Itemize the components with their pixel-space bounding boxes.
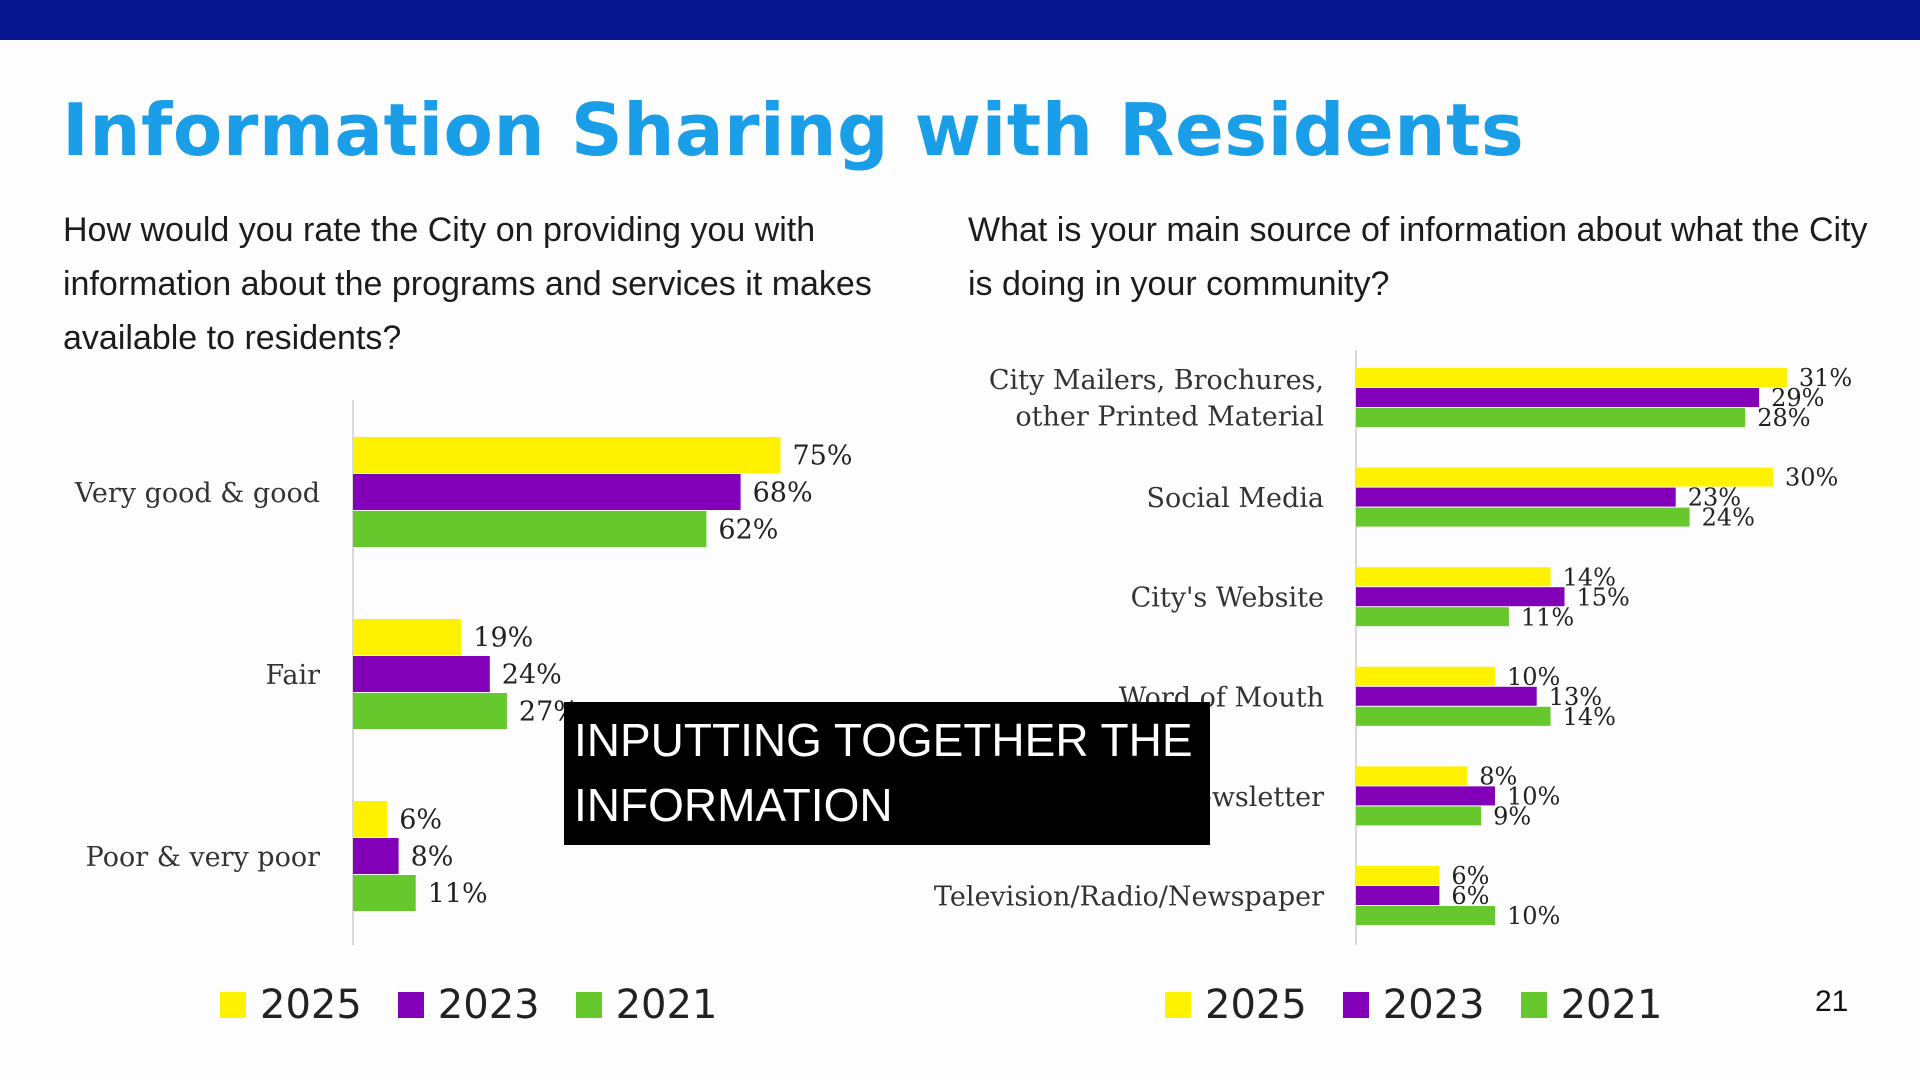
data-label-2025-fair: 19% bbox=[473, 623, 533, 654]
legend-label: 2023 bbox=[437, 982, 540, 1028]
data-label-2025-word-of-mouth: 10% bbox=[1507, 663, 1560, 691]
legend-label: 2025 bbox=[260, 982, 362, 1028]
bar-2023-newsletter bbox=[1356, 786, 1495, 806]
legend-label: 2021 bbox=[615, 982, 718, 1028]
legend-label: 2021 bbox=[1560, 982, 1663, 1028]
bar-2021-word-of-mouth bbox=[1356, 706, 1551, 726]
data-label-2021-poor-very-poor: 11% bbox=[428, 879, 488, 910]
legend-item-2025: 2025 bbox=[220, 982, 362, 1028]
bar-2025-social-media bbox=[1356, 467, 1773, 487]
data-label-2025-city-s-website: 14% bbox=[1563, 563, 1616, 591]
legend-item-2023: 2023 bbox=[397, 982, 540, 1028]
data-label-2023-city-mailers-brochures-other-printed-material: 29% bbox=[1771, 384, 1824, 412]
legend-swatch-2021 bbox=[1520, 992, 1547, 1018]
bar-2021-fair bbox=[353, 693, 507, 729]
right-legend: 2025 2023 2021 bbox=[1165, 980, 1698, 1030]
data-label-2023-fair: 24% bbox=[502, 660, 562, 691]
data-label-2023-word-of-mouth: 13% bbox=[1549, 683, 1602, 711]
data-label-2021-city-mailers-brochures-other-printed-material: 28% bbox=[1757, 404, 1810, 432]
bar-2025-fair bbox=[353, 619, 462, 655]
bar-2023-television-radio-newspaper bbox=[1356, 886, 1440, 905]
data-label-2021-television-radio-newspaper: 10% bbox=[1507, 902, 1560, 930]
bar-2021-poor-very-poor bbox=[353, 875, 416, 911]
bar-2023-fair bbox=[353, 656, 490, 692]
category-label: Very good & good bbox=[74, 478, 320, 509]
category-label: City Mailers, Brochures, other Printed Ma… bbox=[989, 365, 1324, 432]
data-label-2025-city-mailers-brochures-other-printed-material: 31% bbox=[1799, 364, 1852, 392]
left-question: How would you rate the City on providing… bbox=[63, 211, 872, 357]
right-question: What is your main source of information … bbox=[968, 211, 1868, 303]
bar-2021-television-radio-newspaper bbox=[1356, 906, 1495, 925]
data-label-2023-city-s-website: 15% bbox=[1577, 583, 1630, 611]
slide-number: 21 bbox=[1815, 985, 1849, 1018]
legend-swatch-2025 bbox=[220, 992, 246, 1018]
legend-item-2023: 2023 bbox=[1342, 982, 1485, 1028]
info-source-bar-chart: City Mailers, Brochures, other Printed Ma… bbox=[934, 350, 1852, 945]
category-label: Social Media bbox=[1147, 483, 1324, 514]
data-label-2025-television-radio-newspaper: 6% bbox=[1451, 862, 1489, 890]
category-label: Television/Radio/Newspaper bbox=[934, 881, 1324, 912]
bar-2025-city-s-website bbox=[1356, 567, 1551, 587]
legend-label: 2023 bbox=[1382, 982, 1485, 1028]
legend-label: 2025 bbox=[1205, 982, 1307, 1028]
bar-2023-city-s-website bbox=[1356, 587, 1565, 607]
bar-2021-social-media bbox=[1356, 507, 1690, 527]
bar-2021-newsletter bbox=[1356, 806, 1482, 826]
data-label-2021-word-of-mouth: 14% bbox=[1563, 703, 1616, 731]
left-legend: 2025 2023 2021 bbox=[220, 980, 753, 1030]
data-label-2025-newsletter: 8% bbox=[1479, 763, 1517, 791]
data-label-2023-television-radio-newspaper: 6% bbox=[1451, 882, 1489, 910]
legend-swatch-2023 bbox=[1342, 992, 1369, 1018]
legend-item-2021: 2021 bbox=[1520, 982, 1663, 1028]
legend-swatch-2021 bbox=[575, 992, 602, 1018]
bar-2025-television-radio-newspaper bbox=[1356, 866, 1440, 885]
caption-line: INFORMATION bbox=[574, 779, 893, 831]
caption-overlay: INPUTTING TOGETHER THE INFORMATION bbox=[564, 702, 1210, 845]
data-label-2023-social-media: 23% bbox=[1688, 484, 1741, 512]
bar-2023-very-good-good bbox=[353, 474, 741, 510]
data-label-2025-very-good-good: 75% bbox=[793, 441, 853, 472]
bar-2025-very-good-good bbox=[353, 437, 781, 473]
legend-item-2021: 2021 bbox=[575, 982, 718, 1028]
data-label-2023-newsletter: 10% bbox=[1507, 783, 1560, 811]
bar-2025-word-of-mouth bbox=[1356, 666, 1495, 686]
top-bar bbox=[0, 0, 1920, 40]
bar-2021-city-s-website bbox=[1356, 607, 1509, 627]
bar-2025-poor-very-poor bbox=[353, 801, 388, 837]
legend-swatch-2023 bbox=[397, 992, 424, 1018]
category-label: Poor & very poor bbox=[86, 842, 320, 873]
data-label-2025-social-media: 30% bbox=[1785, 464, 1838, 492]
category-label: City's Website bbox=[1131, 583, 1324, 614]
bar-2023-social-media bbox=[1356, 487, 1676, 507]
data-label-2021-city-s-website: 11% bbox=[1521, 603, 1574, 631]
bar-2023-word-of-mouth bbox=[1356, 686, 1537, 706]
bar-2025-city-mailers-brochures-other-printed-material bbox=[1356, 368, 1787, 387]
bar-2021-city-mailers-brochures-other-printed-material bbox=[1356, 408, 1746, 427]
data-label-2021-very-good-good: 62% bbox=[718, 515, 778, 546]
data-label-2021-social-media: 24% bbox=[1702, 504, 1755, 532]
data-label-2025-poor-very-poor: 6% bbox=[399, 805, 442, 836]
slide-title: Information Sharing with Residents bbox=[62, 88, 1525, 172]
data-label-2021-newsletter: 9% bbox=[1493, 803, 1531, 831]
bar-2021-very-good-good bbox=[353, 511, 707, 547]
category-label: Fair bbox=[265, 660, 320, 691]
bar-2025-newsletter bbox=[1356, 766, 1468, 786]
legend-item-2025: 2025 bbox=[1165, 982, 1307, 1028]
bar-2023-city-mailers-brochures-other-printed-material bbox=[1356, 388, 1760, 407]
rating-bar-chart: Very good & good75%68%62%Fair19%24%27%Po… bbox=[74, 400, 853, 945]
data-label-2023-very-good-good: 68% bbox=[753, 478, 813, 509]
bar-2023-poor-very-poor bbox=[353, 838, 399, 874]
caption-line: INPUTTING TOGETHER THE bbox=[574, 714, 1193, 766]
data-label-2023-poor-very-poor: 8% bbox=[411, 842, 454, 873]
legend-swatch-2025 bbox=[1165, 992, 1191, 1018]
